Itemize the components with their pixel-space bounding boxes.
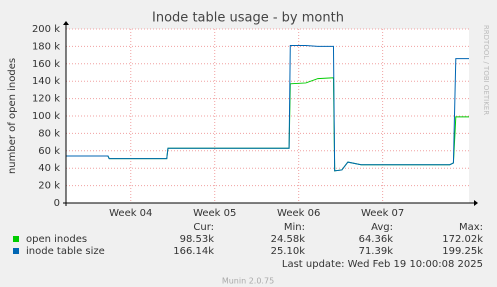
y-tick-label: 80 k bbox=[38, 128, 60, 139]
stat-value: 98.53k bbox=[180, 234, 215, 245]
stat-header: Cur: bbox=[193, 222, 214, 233]
stat-value: 71.39k bbox=[359, 246, 394, 257]
lines bbox=[66, 45, 469, 172]
series-line bbox=[66, 45, 469, 172]
x-arrow bbox=[474, 200, 478, 206]
y-tick-label: 100 k bbox=[32, 111, 60, 122]
legend-label: open inodes bbox=[26, 234, 87, 245]
y-tick-label: 160 k bbox=[32, 59, 60, 70]
stat-value: 24.58k bbox=[271, 234, 306, 245]
stat-header: Min: bbox=[284, 222, 305, 233]
x-tick-label: Week 05 bbox=[193, 208, 236, 219]
stat-value: 199.25k bbox=[442, 246, 483, 257]
y-tick-label: 60 k bbox=[38, 146, 60, 157]
stat-header: Max: bbox=[459, 222, 483, 233]
stat-value: 172.02k bbox=[442, 234, 483, 245]
x-tick-label: Week 04 bbox=[109, 208, 152, 219]
stat-header: Avg: bbox=[371, 222, 393, 233]
y-arrow bbox=[63, 21, 69, 25]
y-tick-label: 140 k bbox=[32, 76, 60, 87]
last-update: Last update: Wed Feb 19 10:00:08 2025 bbox=[282, 259, 483, 270]
y-tick-label: 200 k bbox=[32, 24, 60, 35]
y-tick-label: 180 k bbox=[32, 41, 60, 52]
y-tick-label: 20 k bbox=[38, 181, 60, 192]
side-text: RRDTOOL / TOBI OETIKER bbox=[482, 25, 490, 115]
legend-swatch bbox=[13, 248, 19, 254]
legend-label: inode table size bbox=[26, 246, 105, 257]
legend: Cur: Min: Avg: Max: open inodes 98.53k 24.58k 6… bbox=[13, 222, 483, 257]
footer: Munin 2.0.75 bbox=[222, 277, 274, 286]
y-tick-label: 40 k bbox=[38, 163, 60, 174]
legend-swatch bbox=[13, 236, 19, 242]
x-tick-label: Week 07 bbox=[361, 208, 404, 219]
chart-title: Inode table usage - by month bbox=[152, 11, 344, 26]
y-tick-label: 0 bbox=[54, 198, 60, 209]
y-tick-label: 120 k bbox=[32, 94, 60, 105]
x-tick-label: Week 06 bbox=[277, 208, 320, 219]
stat-value: 64.36k bbox=[359, 234, 394, 245]
y-axis-label: number of open inodes bbox=[7, 58, 18, 174]
stat-value: 166.14k bbox=[173, 246, 214, 257]
stat-value: 25.10k bbox=[271, 246, 306, 257]
